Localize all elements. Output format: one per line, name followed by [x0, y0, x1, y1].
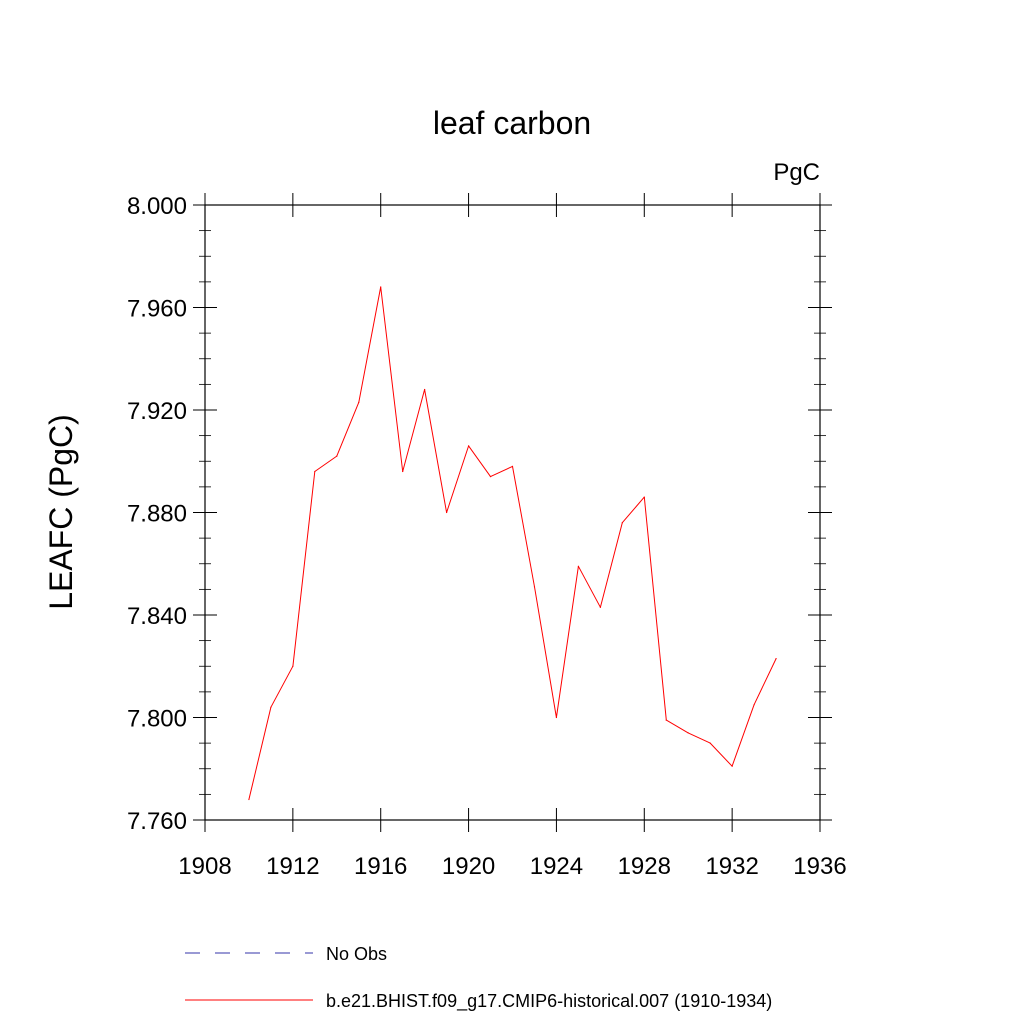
- data-point: [467, 445, 470, 447]
- x-tick-label: 1912: [266, 853, 319, 880]
- data-point: [380, 286, 382, 288]
- data-point: [731, 765, 733, 767]
- data-point: [314, 470, 316, 473]
- plot-area-frame: [204, 204, 821, 821]
- data-point: [775, 657, 777, 660]
- legend-label: No Obs: [326, 944, 387, 964]
- data-point: [424, 388, 426, 391]
- y-axis-ticks: 7.760 7.800 7.840 7.880 7.920 7.960 8.000: [127, 193, 832, 835]
- data-point: [270, 706, 272, 708]
- data-point: [555, 716, 558, 719]
- x-tick-label: 1916: [354, 853, 407, 880]
- data-point: [533, 586, 536, 588]
- series-line: [248, 286, 777, 800]
- data-point: [511, 465, 514, 467]
- data-point: [643, 496, 645, 498]
- x-tick-label: 1928: [618, 853, 671, 880]
- data-point: [709, 742, 711, 744]
- legend: No Obs b.e21.BHIST.f09_g17.CMIP6-historic…: [185, 944, 772, 1012]
- legend-label: b.e21.BHIST.f09_g17.CMIP6-historical.007…: [326, 991, 772, 1012]
- y-tick-label: 7.920: [127, 398, 187, 425]
- data-point: [489, 476, 492, 478]
- y-tick-label: 7.840: [127, 603, 187, 630]
- chart-title: leaf carbon: [433, 105, 591, 141]
- data-point: [336, 455, 338, 457]
- data-point: [402, 470, 404, 473]
- data-point: [248, 798, 250, 801]
- data-point: [665, 719, 667, 721]
- units-label: PgC: [773, 159, 820, 186]
- y-tick-label: 7.880: [127, 501, 187, 528]
- y-tick-label: 7.960: [127, 296, 187, 323]
- y-axis-label: LEAFC (PgC): [43, 414, 79, 610]
- data-point: [446, 511, 448, 514]
- series-layer: [248, 286, 777, 801]
- data-point: [599, 606, 601, 608]
- x-tick-label: 1908: [178, 853, 231, 880]
- x-tick-label: 1932: [705, 853, 758, 880]
- data-point: [753, 704, 755, 706]
- data-point: [577, 565, 579, 567]
- y-tick-label: 8.000: [127, 193, 187, 220]
- data-point: [292, 665, 294, 667]
- x-tick-label: 1920: [442, 853, 495, 880]
- data-point: [358, 401, 360, 403]
- y-tick-label: 7.800: [127, 706, 187, 733]
- data-point: [687, 732, 689, 734]
- y-tick-label: 7.760: [127, 808, 187, 835]
- x-tick-label: 1936: [793, 853, 846, 880]
- x-axis-ticks: 1908 1912 1916 1920 1924 1928 1932 1936: [178, 193, 847, 880]
- data-point: [621, 522, 623, 524]
- x-tick-label: 1924: [530, 853, 583, 880]
